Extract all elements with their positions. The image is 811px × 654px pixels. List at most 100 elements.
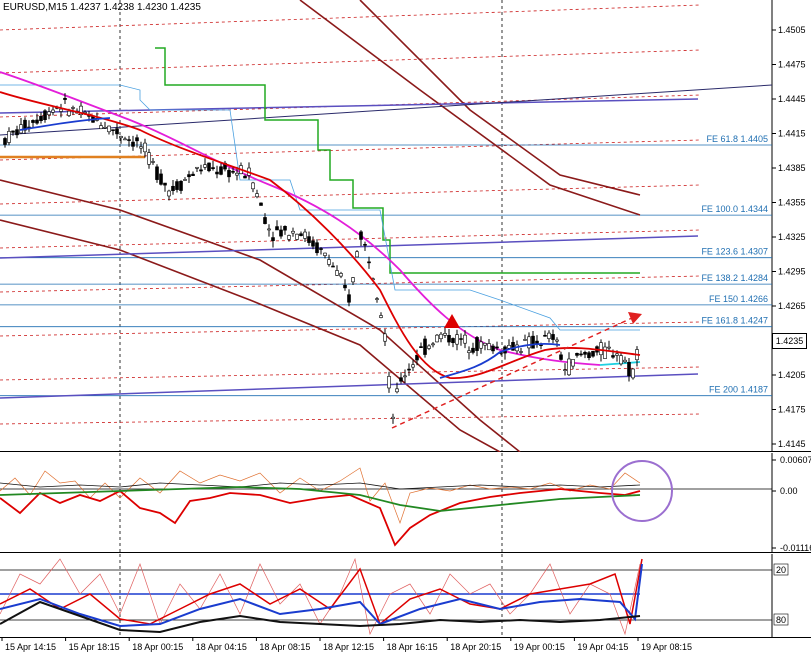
candle-body — [183, 179, 187, 181]
candle-body — [199, 169, 203, 172]
candle-body — [407, 368, 411, 371]
blue-step — [0, 84, 640, 331]
candle-body — [587, 352, 591, 358]
candle-body — [127, 139, 131, 141]
price-tick-label: 1.4325 — [778, 232, 806, 242]
candle-body — [11, 130, 15, 133]
candle-body — [43, 110, 47, 120]
candle-body — [195, 166, 199, 169]
fe-level-label: FE 138.2 1.4284 — [701, 273, 768, 283]
osc-tick-label: -0.01116 — [780, 543, 811, 553]
candle-body — [47, 111, 51, 116]
candle-body — [303, 231, 307, 239]
candle-body — [531, 335, 535, 349]
indicator-pane-2[interactable]: 20 80 — [0, 554, 811, 638]
osc-tick-label: 0.00 — [780, 486, 798, 496]
candle-body — [259, 202, 263, 206]
candle-body — [615, 353, 619, 356]
candle-body — [431, 343, 435, 346]
price-tick-label: 1.4505 — [778, 25, 806, 35]
candle-body — [23, 119, 27, 131]
candle-body — [579, 353, 583, 356]
price-chart[interactable]: FE 61.8 1.4405 FE 100.0 1.4344 FE 123.6 1.… — [0, 0, 811, 452]
candle-body — [363, 244, 367, 246]
candle-body — [583, 351, 587, 355]
candle-body — [115, 128, 119, 135]
candle-body — [475, 337, 479, 351]
candle-body — [99, 125, 103, 130]
candle-body — [395, 388, 399, 393]
candle-body — [507, 345, 511, 349]
candle-body — [67, 110, 71, 116]
stoch-blue — [0, 563, 643, 628]
candle-body — [219, 166, 223, 175]
candle-body — [559, 354, 563, 360]
candle-body — [439, 333, 443, 340]
candle-body — [143, 142, 147, 153]
candle-body — [263, 217, 267, 224]
osc-thin-red — [0, 467, 641, 525]
indicator-pane-1[interactable]: 0.00607 0.00 -0.01116 — [0, 453, 811, 553]
oscillator-chart[interactable]: 0.00607 0.00 -0.01116 — [0, 453, 811, 553]
candle-body — [131, 141, 135, 147]
candle-body — [287, 235, 291, 240]
price-tick-label: 1.4385 — [778, 163, 806, 173]
candle-body — [255, 193, 259, 198]
price-tick-label: 1.4295 — [778, 267, 806, 277]
candle-body — [167, 190, 171, 197]
stoch-tick-label: 80 — [776, 615, 786, 625]
candle-body — [147, 152, 151, 165]
candle-body — [267, 228, 271, 231]
price-tick-label: 1.4145 — [778, 439, 806, 449]
candle-body — [299, 233, 303, 236]
blue-ma — [19, 117, 561, 379]
price-tick-label: 1.4445 — [778, 94, 806, 104]
candle-body — [611, 355, 615, 358]
candle-body — [203, 164, 207, 168]
candle-body — [359, 231, 363, 240]
candle-body — [235, 172, 239, 176]
candle-body — [423, 338, 427, 355]
candle-body — [379, 315, 383, 318]
time-tick-label: 19 Apr 04:15 — [577, 642, 628, 652]
candle-body — [215, 171, 219, 175]
candle-body — [187, 174, 191, 178]
candle-body — [623, 359, 627, 363]
green-trail — [155, 47, 640, 274]
up-arrow-icon — [444, 314, 460, 328]
candle-body — [347, 294, 351, 303]
candle-body — [211, 167, 215, 170]
candle-body — [163, 182, 167, 186]
fe-level-label: FE 150 1.4266 — [709, 294, 768, 304]
current-price-box: 1.4235 — [772, 333, 807, 349]
candle-body — [151, 161, 155, 163]
stoch-black — [0, 600, 641, 634]
candle-body — [51, 109, 55, 113]
candle-body — [591, 350, 595, 357]
dashed-levels — [0, 4, 701, 425]
candle-body — [435, 334, 439, 343]
candle-body — [547, 332, 551, 339]
candle-body — [279, 229, 283, 237]
time-tick-label: 19 Apr 00:15 — [514, 642, 565, 652]
candle-body — [175, 181, 179, 190]
candle-body — [227, 170, 231, 178]
candle-body — [231, 171, 235, 173]
candle-body — [275, 226, 279, 231]
stoch-tick-label: 20 — [776, 565, 786, 575]
candle-body — [79, 105, 83, 116]
candle-body — [523, 339, 527, 341]
candle-body — [355, 251, 359, 258]
fe-levels — [0, 144, 772, 397]
candle-body — [399, 377, 403, 382]
candle-body — [575, 352, 579, 356]
candle-body — [59, 108, 63, 112]
candle-body — [327, 259, 331, 265]
candle-body — [551, 334, 555, 340]
price-pane[interactable]: FE 61.8 1.4405 FE 100.0 1.4344 FE 123.6 1.… — [0, 0, 811, 452]
candle-body — [315, 242, 319, 254]
fe-level-label: FE 123.6 1.4307 — [701, 247, 768, 257]
candle-body — [443, 333, 447, 336]
